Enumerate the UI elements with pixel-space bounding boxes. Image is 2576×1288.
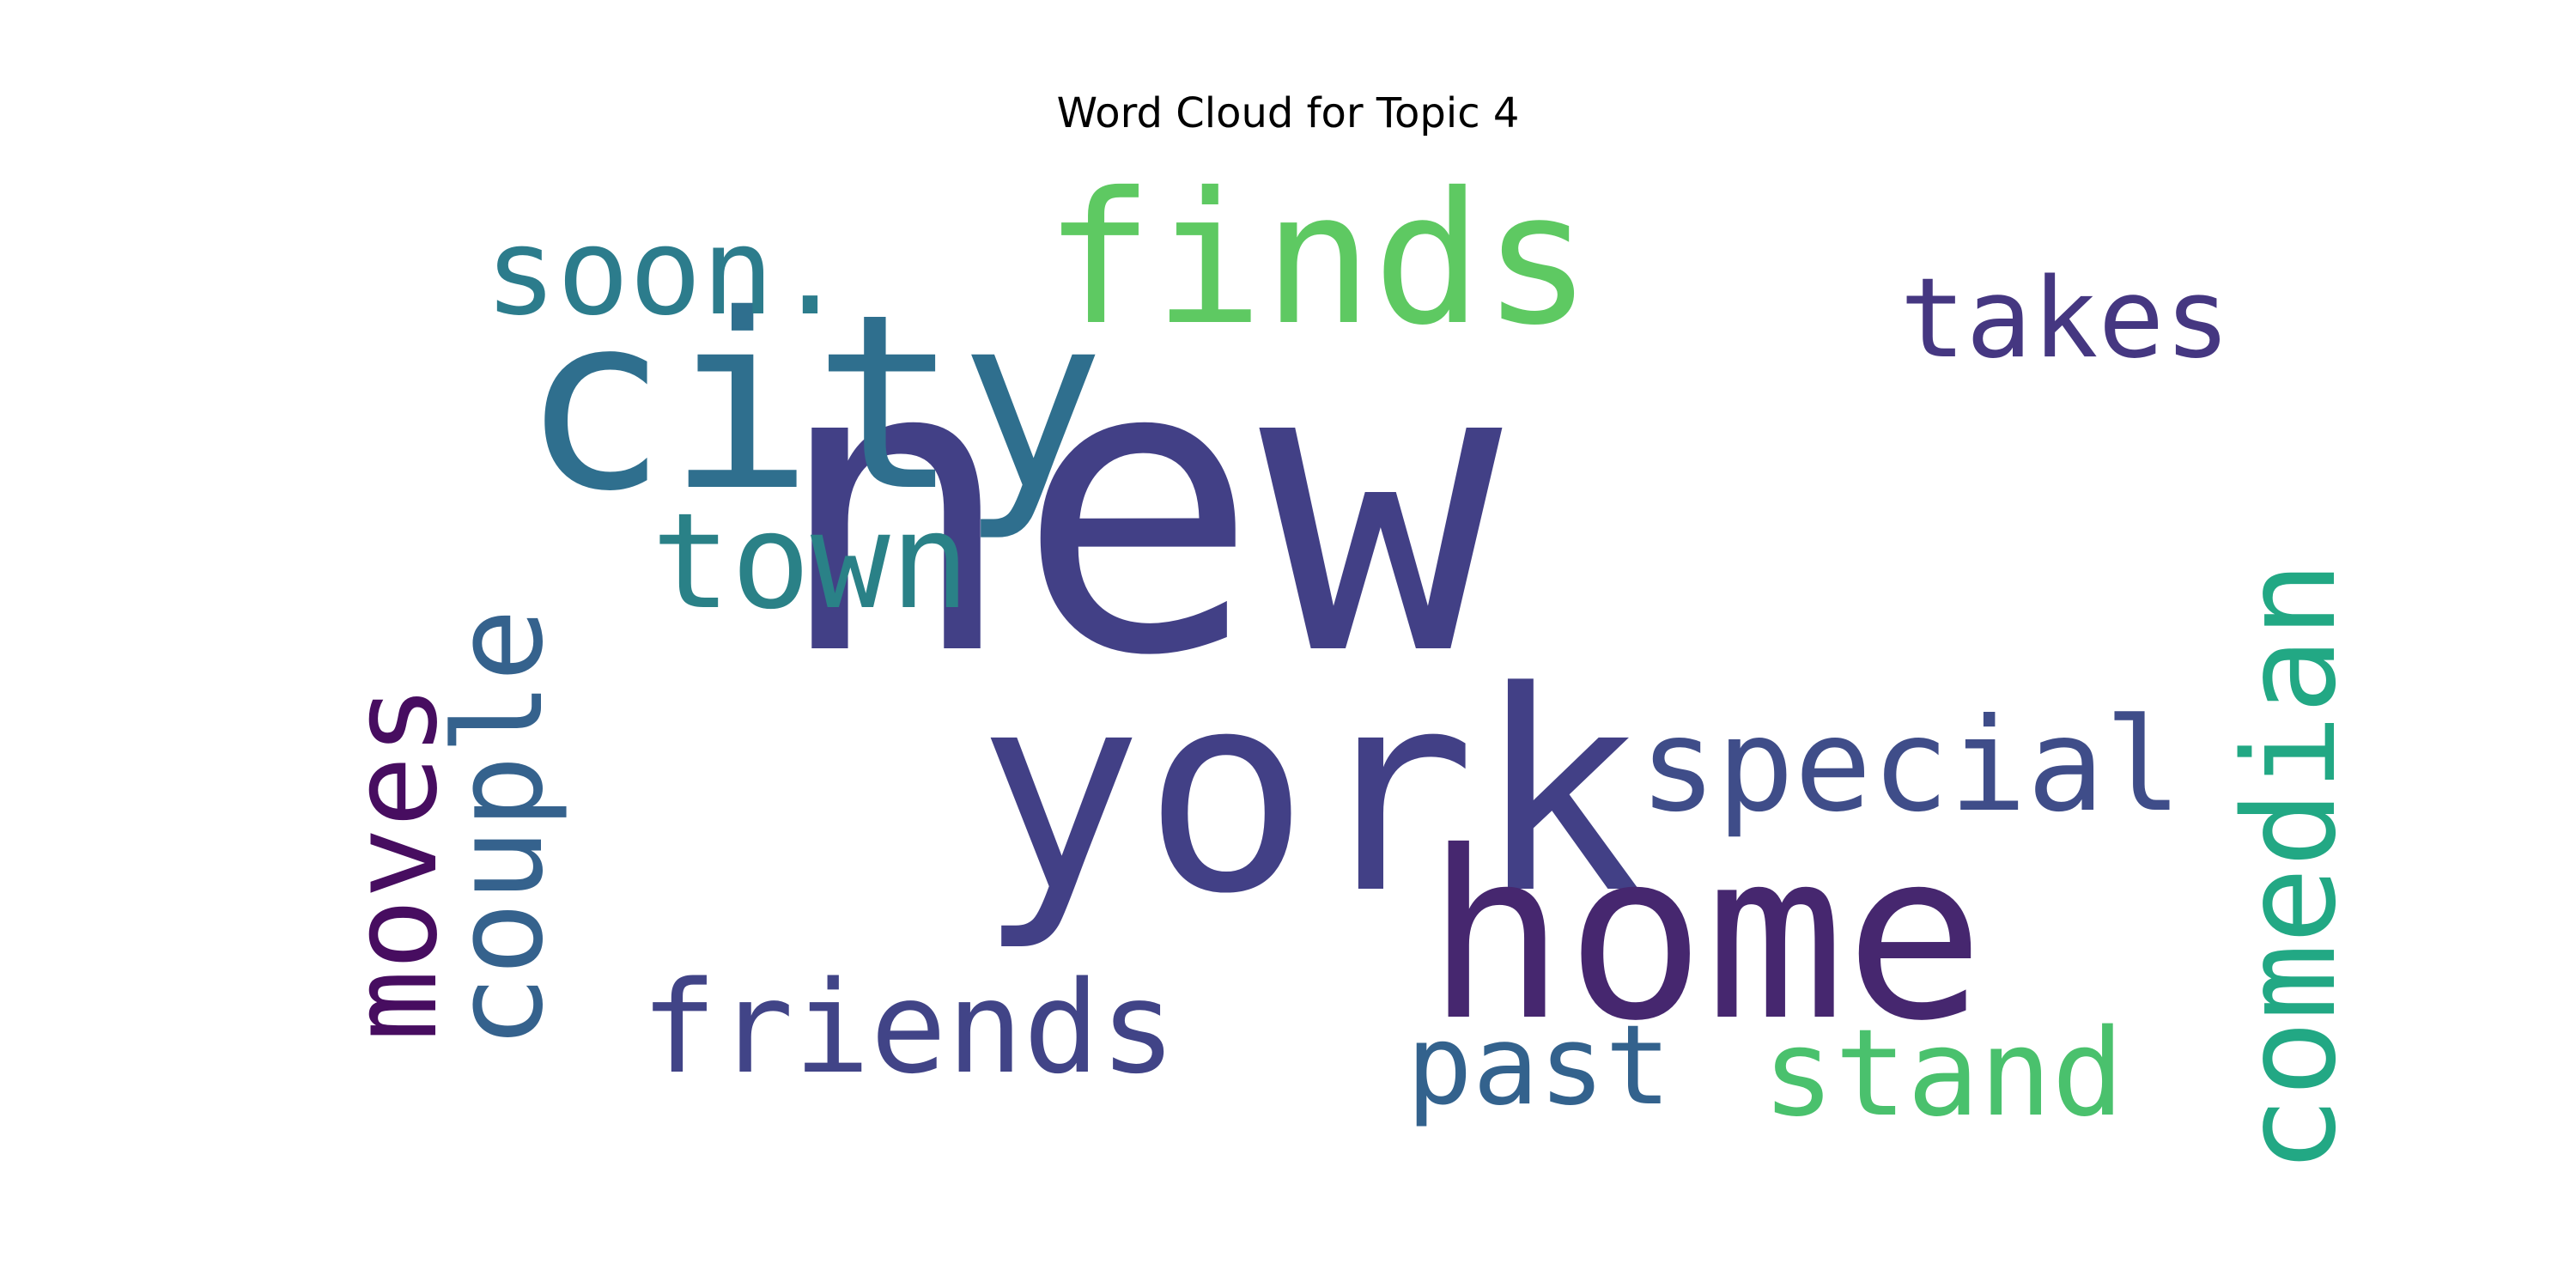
- word-comedian: comedian: [2216, 562, 2364, 1174]
- word-finds: finds: [1044, 153, 1592, 365]
- word-moves: moves: [325, 684, 464, 1041]
- chart-title: Word Cloud for Topic 4: [1056, 89, 1520, 137]
- word-takes: takes: [1899, 255, 2230, 383]
- word-city: city: [521, 262, 1104, 544]
- word-past: past: [1406, 1002, 1671, 1130]
- word-york: york: [976, 632, 1642, 954]
- word-couple: couple: [428, 609, 570, 1049]
- word-special: special: [1639, 691, 2182, 841]
- word-town: town: [652, 485, 970, 639]
- word-friends: friends: [641, 954, 1176, 1102]
- word-home: home: [1426, 801, 1984, 1072]
- word-soon: soon.: [484, 203, 846, 343]
- word-stand: stand: [1762, 1004, 2123, 1144]
- word-new: new: [774, 274, 1505, 744]
